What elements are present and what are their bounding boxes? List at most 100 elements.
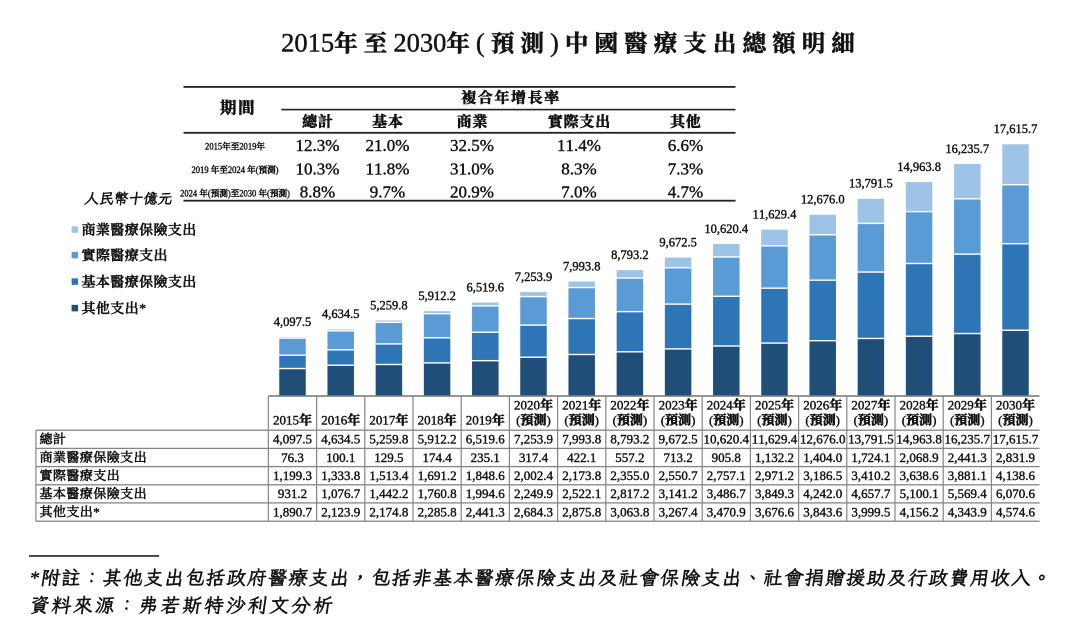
svg-text:(: ( bbox=[709, 412, 713, 427]
svg-text:): ) bbox=[550, 28, 559, 58]
svg-text:2,173.8: 2,173.8 bbox=[562, 468, 601, 483]
svg-text:1,132.2: 1,132.2 bbox=[755, 450, 794, 465]
svg-text:2,068.9: 2,068.9 bbox=[900, 450, 939, 465]
svg-text:2,550.7: 2,550.7 bbox=[659, 468, 699, 483]
svg-text:2,875.8: 2,875.8 bbox=[562, 504, 601, 519]
svg-text:2,831.9: 2,831.9 bbox=[996, 450, 1035, 465]
svg-text:1,848.6: 1,848.6 bbox=[466, 468, 506, 483]
svg-text:): ) bbox=[691, 412, 695, 427]
svg-text:31.0%: 31.0% bbox=[450, 159, 494, 178]
svg-text:*: * bbox=[93, 504, 100, 519]
svg-text:4,156.2: 4,156.2 bbox=[900, 504, 939, 519]
svg-text:2021: 2021 bbox=[562, 398, 588, 413]
svg-text:*: * bbox=[139, 302, 146, 317]
svg-text:2022: 2022 bbox=[610, 398, 636, 413]
svg-text:2018: 2018 bbox=[418, 413, 444, 428]
svg-text:6,519.6: 6,519.6 bbox=[466, 432, 506, 447]
svg-text:1,724.1: 1,724.1 bbox=[851, 450, 890, 465]
svg-text:(: ( bbox=[256, 165, 259, 175]
svg-text:5,912.2: 5,912.2 bbox=[418, 432, 457, 447]
svg-text:4,574.6: 4,574.6 bbox=[996, 504, 1036, 519]
svg-text:4,634.5: 4,634.5 bbox=[321, 432, 360, 447]
svg-text:100.1: 100.1 bbox=[326, 450, 355, 465]
svg-text:(: ( bbox=[757, 412, 761, 427]
svg-text:2,249.9: 2,249.9 bbox=[514, 486, 553, 501]
svg-text:2,355.0: 2,355.0 bbox=[610, 468, 649, 483]
svg-text:713.2: 713.2 bbox=[663, 450, 692, 465]
svg-text:5,569.4: 5,569.4 bbox=[948, 486, 988, 501]
svg-text:7,253.9: 7,253.9 bbox=[514, 432, 553, 447]
svg-text:2,522.1: 2,522.1 bbox=[562, 486, 601, 501]
svg-text:4,634.5: 4,634.5 bbox=[322, 307, 360, 321]
svg-text:): ) bbox=[836, 412, 840, 427]
svg-text:21.0%: 21.0% bbox=[366, 136, 410, 155]
svg-text:4,097.5: 4,097.5 bbox=[274, 315, 312, 329]
svg-text:4.7%: 4.7% bbox=[668, 183, 703, 202]
svg-text:2023: 2023 bbox=[659, 398, 685, 413]
svg-text:2024: 2024 bbox=[180, 188, 198, 198]
svg-text:4,097.5: 4,097.5 bbox=[273, 432, 312, 447]
svg-text:76.3: 76.3 bbox=[281, 450, 304, 465]
svg-text:422.1: 422.1 bbox=[567, 450, 596, 465]
svg-text:10,620.4: 10,620.4 bbox=[704, 222, 749, 236]
svg-text:7.0%: 7.0% bbox=[561, 183, 596, 202]
svg-text:2,174.8: 2,174.8 bbox=[369, 504, 408, 519]
svg-text:11.4%: 11.4% bbox=[557, 136, 601, 155]
svg-text:174.4: 174.4 bbox=[422, 450, 452, 465]
svg-text:3,881.1: 3,881.1 bbox=[948, 468, 987, 483]
svg-text:(: ( bbox=[902, 412, 906, 427]
svg-text:9,672.5: 9,672.5 bbox=[659, 235, 697, 249]
svg-text:2024: 2024 bbox=[707, 398, 734, 413]
svg-text:2015: 2015 bbox=[281, 28, 334, 58]
svg-text:12,676.0: 12,676.0 bbox=[801, 193, 845, 207]
svg-text:(: ( bbox=[661, 412, 665, 427]
svg-text:): ) bbox=[546, 412, 550, 427]
svg-text:(: ( bbox=[805, 412, 809, 427]
svg-text:3,849.3: 3,849.3 bbox=[755, 486, 794, 501]
svg-text:1,442.2: 1,442.2 bbox=[369, 486, 408, 501]
svg-text:8,793.2: 8,793.2 bbox=[610, 432, 649, 447]
svg-text:20.9%: 20.9% bbox=[450, 183, 494, 202]
svg-text:(: ( bbox=[998, 412, 1002, 427]
svg-text:(: ( bbox=[516, 412, 520, 427]
svg-text:): ) bbox=[1028, 412, 1032, 427]
svg-text:1,760.8: 1,760.8 bbox=[418, 486, 457, 501]
svg-text:2,971.2: 2,971.2 bbox=[755, 468, 794, 483]
svg-text:): ) bbox=[595, 412, 599, 427]
svg-text:3,141.2: 3,141.2 bbox=[659, 486, 698, 501]
svg-text:1,076.7: 1,076.7 bbox=[321, 486, 361, 501]
svg-text:2029: 2029 bbox=[948, 398, 974, 413]
svg-text:10.3%: 10.3% bbox=[296, 159, 340, 178]
svg-text:4,657.7: 4,657.7 bbox=[851, 486, 891, 501]
svg-text:2,817.2: 2,817.2 bbox=[610, 486, 649, 501]
svg-text:2019: 2019 bbox=[192, 165, 210, 175]
svg-text:2030: 2030 bbox=[996, 398, 1022, 413]
svg-text:17,615.7: 17,615.7 bbox=[994, 122, 1038, 136]
svg-text:3,410.2: 3,410.2 bbox=[851, 468, 890, 483]
svg-text:5,912.2: 5,912.2 bbox=[418, 289, 456, 303]
svg-text:3,843.6: 3,843.6 bbox=[803, 504, 843, 519]
svg-text:2024: 2024 bbox=[228, 165, 246, 175]
svg-text:3,676.6: 3,676.6 bbox=[755, 504, 795, 519]
svg-text:2028: 2028 bbox=[900, 398, 926, 413]
svg-text:5,259.8: 5,259.8 bbox=[369, 432, 408, 447]
svg-text:1,404.0: 1,404.0 bbox=[803, 450, 842, 465]
svg-text:129.5: 129.5 bbox=[374, 450, 403, 465]
svg-text:6,519.6: 6,519.6 bbox=[467, 280, 505, 294]
svg-text:11,629.4: 11,629.4 bbox=[752, 432, 798, 447]
svg-text:4,343.9: 4,343.9 bbox=[948, 504, 987, 519]
svg-text:317.4: 317.4 bbox=[519, 450, 549, 465]
svg-text:(: ( bbox=[208, 188, 211, 198]
svg-text:7,253.9: 7,253.9 bbox=[515, 270, 553, 284]
svg-text:14,963.8: 14,963.8 bbox=[896, 432, 942, 447]
svg-text:2027: 2027 bbox=[851, 398, 878, 413]
svg-text:905.8: 905.8 bbox=[712, 450, 741, 465]
svg-text:(: ( bbox=[950, 412, 954, 427]
svg-text:2,757.1: 2,757.1 bbox=[707, 468, 746, 483]
svg-text:6.6%: 6.6% bbox=[668, 136, 703, 155]
svg-text:3,063.8: 3,063.8 bbox=[610, 504, 649, 519]
svg-text:2016: 2016 bbox=[321, 413, 348, 428]
svg-text:): ) bbox=[287, 188, 290, 198]
svg-text:2,684.3: 2,684.3 bbox=[514, 504, 553, 519]
svg-text:13,791.5: 13,791.5 bbox=[848, 432, 894, 447]
